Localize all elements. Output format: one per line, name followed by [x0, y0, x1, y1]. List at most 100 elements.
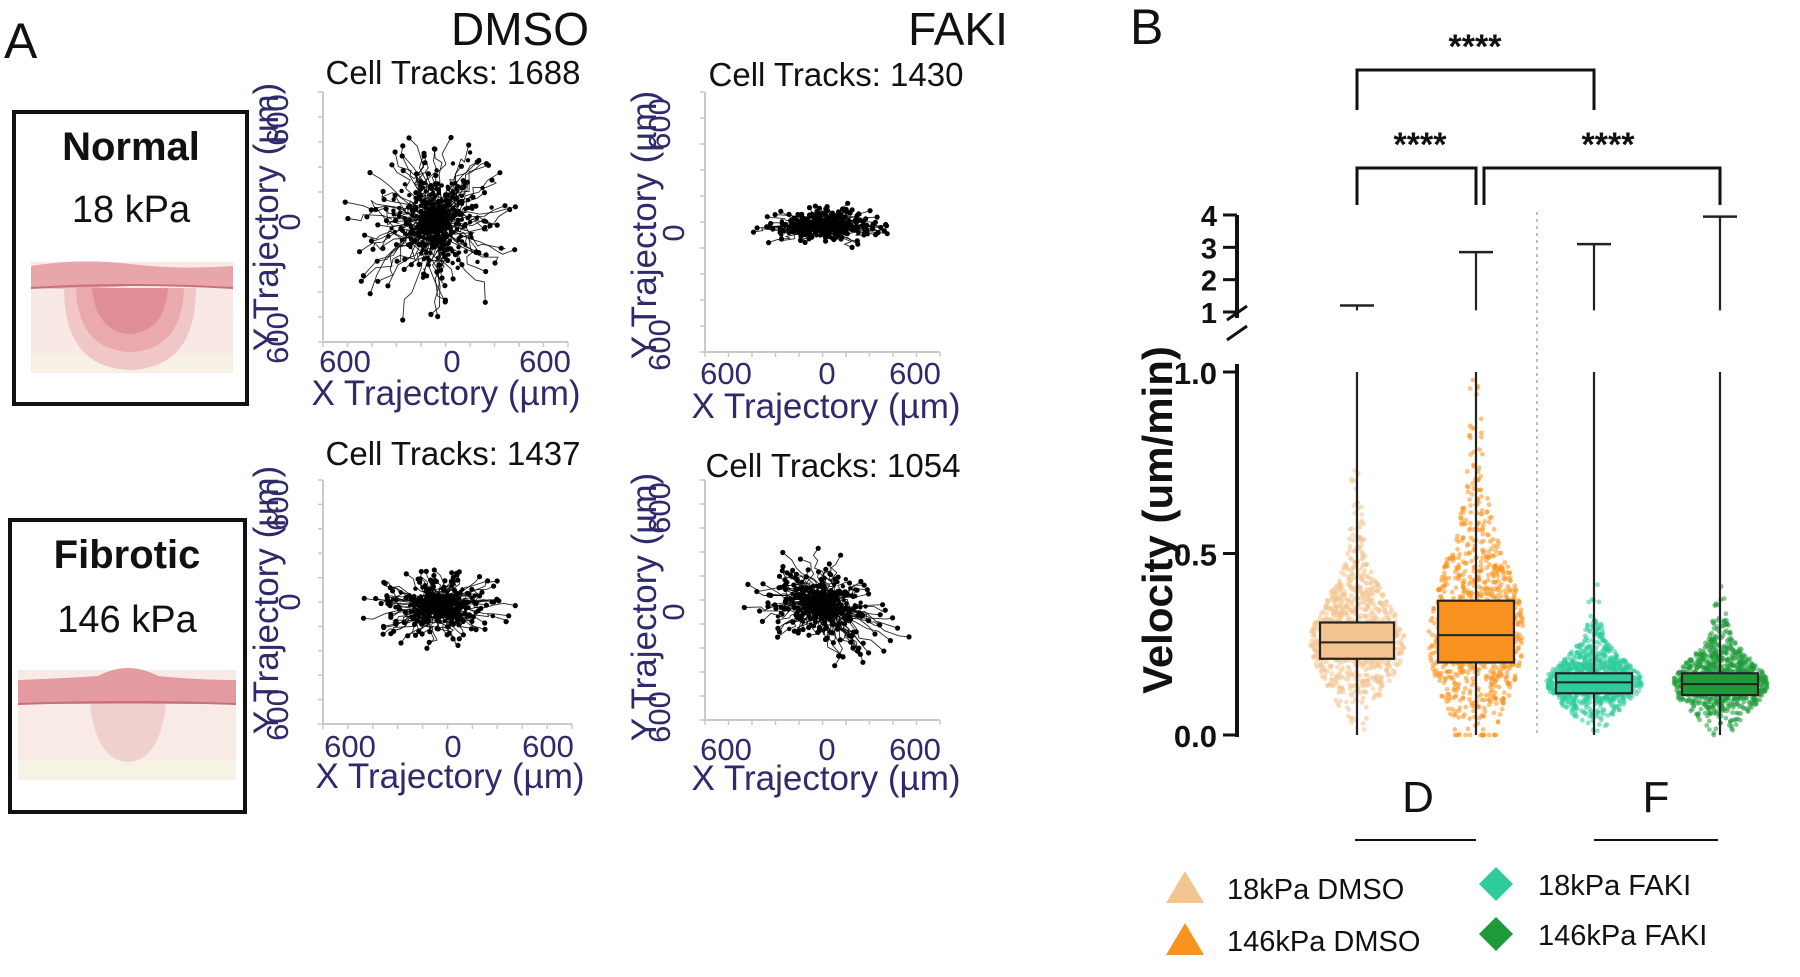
data-point	[1568, 651, 1574, 657]
track-endpoint	[867, 208, 873, 214]
data-point	[1519, 640, 1524, 646]
data-point	[1357, 600, 1363, 606]
data-point	[1380, 603, 1386, 609]
track-endpoint	[469, 235, 474, 240]
data-point	[1617, 707, 1622, 713]
data-point	[1318, 662, 1324, 668]
track-endpoint	[412, 602, 417, 608]
data-point	[1426, 629, 1432, 634]
track-endpoint	[436, 604, 441, 609]
track-endpoint	[392, 149, 398, 155]
track-endpoint	[420, 240, 425, 245]
track-endpoint	[399, 188, 404, 194]
track-endpoint	[398, 590, 403, 595]
data-point	[1512, 675, 1518, 681]
data-point	[1368, 569, 1374, 575]
track-endpoint	[776, 573, 783, 579]
x-axis-label: X Trajectory (µm)	[691, 387, 960, 426]
track-endpoint	[846, 633, 853, 639]
x-tick-label: 0	[818, 732, 835, 767]
track-endpoint	[443, 210, 448, 215]
data-point	[1487, 539, 1493, 544]
track-endpoint	[423, 214, 429, 219]
track-endpoint	[435, 313, 441, 320]
track-endpoint	[367, 291, 373, 297]
panel-title: Cell Tracks: 1054	[706, 447, 961, 484]
data-point	[1449, 589, 1455, 595]
box-series-0	[1307, 304, 1407, 735]
data-point	[1357, 534, 1362, 540]
data-point	[1368, 586, 1374, 591]
data-point	[1348, 607, 1353, 613]
track-endpoint	[459, 262, 465, 268]
track-endpoint	[380, 188, 386, 195]
track-endpoint	[787, 572, 794, 578]
data-point	[1336, 675, 1342, 681]
track-endpoint	[866, 618, 872, 624]
data-point	[1314, 664, 1320, 670]
track-endpoint	[797, 556, 804, 562]
data-point	[1308, 629, 1314, 634]
track-endpoint	[454, 602, 459, 608]
track-endpoint	[436, 190, 441, 196]
track-endpoint	[862, 227, 867, 233]
data-point	[1463, 704, 1469, 710]
track-endpoint	[768, 220, 774, 227]
track-endpoint	[409, 236, 414, 241]
track-endpoint	[381, 196, 387, 203]
track-endpoint	[828, 215, 834, 221]
track-endpoint	[802, 239, 808, 245]
data-point	[1364, 659, 1370, 664]
data-point	[1367, 613, 1373, 618]
track-endpoint	[841, 598, 846, 603]
y-tick-label: 1.0	[1174, 356, 1217, 391]
data-point	[1503, 591, 1509, 597]
data-point	[1360, 721, 1366, 726]
track-endpoint	[832, 595, 838, 600]
track-endpoint	[745, 581, 751, 588]
track-endpoint	[458, 198, 464, 204]
data-point	[1482, 580, 1488, 585]
track-endpoint	[760, 581, 766, 587]
data-point	[1370, 696, 1376, 701]
track-endpoint	[836, 620, 841, 625]
data-point	[1377, 608, 1383, 613]
track-endpoint	[845, 200, 851, 206]
data-point	[1360, 695, 1366, 701]
track-endpoint	[854, 220, 859, 226]
data-point	[1484, 591, 1490, 596]
track-endpoint	[423, 568, 429, 575]
track-endpoint	[887, 638, 894, 644]
track-endpoint	[793, 221, 799, 227]
track-endpoint	[806, 205, 813, 211]
data-point	[1491, 732, 1497, 738]
track-endpoint	[403, 231, 408, 236]
track-endpoint	[839, 212, 844, 217]
track-endpoint	[860, 640, 866, 646]
data-point	[1516, 646, 1521, 651]
track-endpoint	[439, 246, 444, 251]
track-endpoint	[872, 631, 878, 637]
track-endpoint	[766, 240, 772, 246]
track-endpoint	[837, 601, 842, 606]
track-endpoint	[785, 580, 790, 585]
track-endpoint	[483, 602, 489, 608]
track-endpoint	[846, 580, 853, 586]
track-endpoint	[467, 213, 472, 219]
track-endpoint	[512, 204, 519, 210]
data-point	[1312, 652, 1317, 658]
track-endpoint	[432, 194, 438, 199]
data-point	[1350, 537, 1356, 543]
data-point	[1443, 576, 1449, 582]
track-endpoint	[381, 624, 387, 631]
x-axis-label: X Trajectory (µm)	[311, 374, 580, 413]
data-point	[1482, 519, 1488, 524]
track-endpoint	[814, 583, 819, 589]
data-point	[1377, 600, 1383, 605]
track-endpoint	[822, 636, 829, 643]
track-endpoint	[431, 146, 437, 152]
column-header-faki: FAKI	[908, 3, 1008, 55]
track-endpoint	[821, 628, 826, 633]
y-axis-label: Velocity (um/min)	[1134, 346, 1181, 694]
x-tick-label: 0	[444, 729, 461, 764]
